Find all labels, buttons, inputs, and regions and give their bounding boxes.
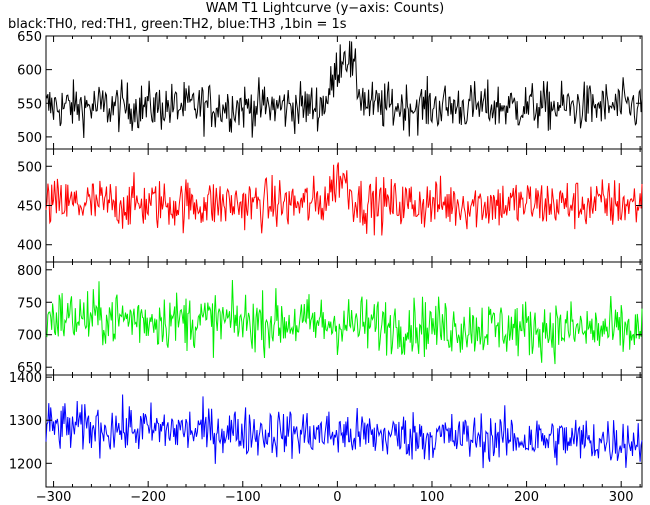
y-tick-label-th0: 600 [17, 64, 42, 79]
series-line-th3 [45, 394, 643, 469]
chart-title: WAM T1 Lightcurve (y−axis: Counts) [205, 1, 445, 16]
y-tick-label-th2: 700 [17, 329, 42, 344]
y-tick-label-th0: 550 [17, 97, 42, 112]
x-tick-label: −100 [225, 490, 261, 505]
series-line-th0 [45, 40, 643, 139]
panel-frame-th3 [45, 374, 643, 488]
series-line-th1 [45, 162, 643, 236]
series-line-th2 [45, 279, 643, 365]
x-tick-label: 0 [333, 490, 341, 505]
y-tick-label-th1: 450 [17, 200, 42, 215]
y-tick-label-th3: 1400 [9, 371, 42, 386]
x-tick-label: −200 [130, 490, 166, 505]
y-tick-label-th2: 750 [17, 296, 42, 311]
y-tick-label-th2: 650 [17, 361, 42, 376]
y-tick-label-th2: 800 [17, 264, 42, 279]
x-tick-label: 300 [609, 490, 634, 505]
y-tick-label-th3: 1200 [9, 457, 42, 472]
x-tick-label: 200 [514, 490, 539, 505]
y-tick-label-th0: 500 [17, 131, 42, 146]
y-tick-label-th0: 650 [17, 30, 42, 45]
x-tick-label: 100 [420, 490, 445, 505]
y-tick-label-th1: 500 [17, 160, 42, 175]
chart-subtitle: black:TH0, red:TH1, green:TH2, blue:TH3 … [8, 17, 347, 32]
y-tick-label-th1: 400 [17, 239, 42, 254]
y-tick-label-th3: 1300 [9, 414, 42, 429]
x-tick-label: −300 [36, 490, 72, 505]
